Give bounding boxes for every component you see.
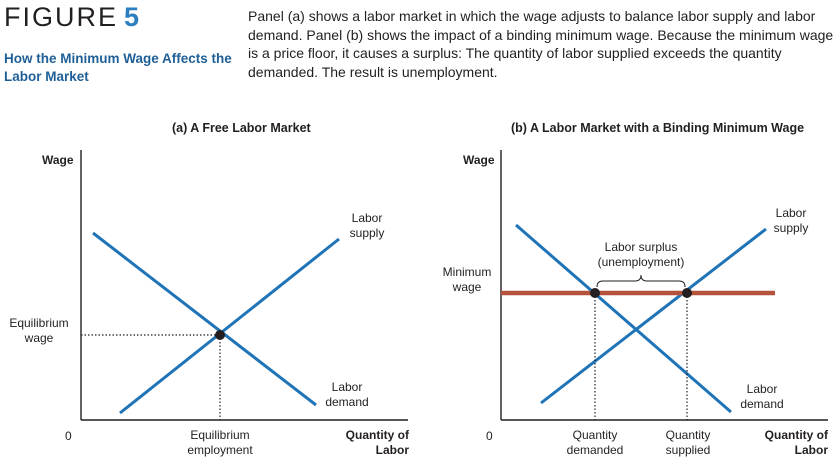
panel-a-origin: 0 [65,429,72,443]
panel-b-demand-curve [515,223,732,414]
panel-a-demand-label: Labor demand [325,380,369,409]
figure-number: 5 [124,2,142,32]
panel-b-demand-point [590,288,600,298]
minimum-wage-label: Minimum wage [442,265,492,294]
panel-a-demand-curve [92,231,317,407]
panel-b-surplus-brace [596,274,686,288]
labor-surplus-label: Labor surplus (unemployment) [597,240,685,269]
quantity-supplied-label: Quantity supplied [665,428,711,457]
quantity-demanded-label: Quantity demanded [566,428,624,457]
figure-label: FIGURE 5 [4,2,141,33]
panel-a-title: (a) A Free Labor Market [172,121,311,135]
panel-b-supply-label: Labor supply [773,206,809,235]
panel-a-equilibrium-point [215,330,225,340]
equilibrium-employment-label: Equilibrium employment [187,428,253,457]
panel-b-x-axis-label: Quantity of Labor [764,428,828,457]
panel-b-origin: 0 [486,429,493,443]
figure-caption: Panel (a) shows a labor market in which … [248,8,834,80]
panel-b-supply-curve [540,227,767,405]
panel-b-y-axis-label: Wage [463,153,495,167]
equilibrium-wage-label: Equilibrium wage [9,316,69,345]
panel-b-title: (b) A Labor Market with a Binding Minimu… [511,121,805,135]
panel-b-supply-point [682,288,692,298]
panel-a-supply-curve [119,237,340,415]
panel-b-demand-label: Labor demand [740,382,784,411]
panel-a-supply-label: Labor supply [349,211,385,240]
panel-a-x-axis-label: Quantity of Labor [345,428,409,457]
panel-a-y-axis-label: Wage [42,153,74,167]
figure-word: FIGURE [4,2,119,32]
figure-title: How the Minimum Wage Affects the Labor M… [4,51,232,84]
